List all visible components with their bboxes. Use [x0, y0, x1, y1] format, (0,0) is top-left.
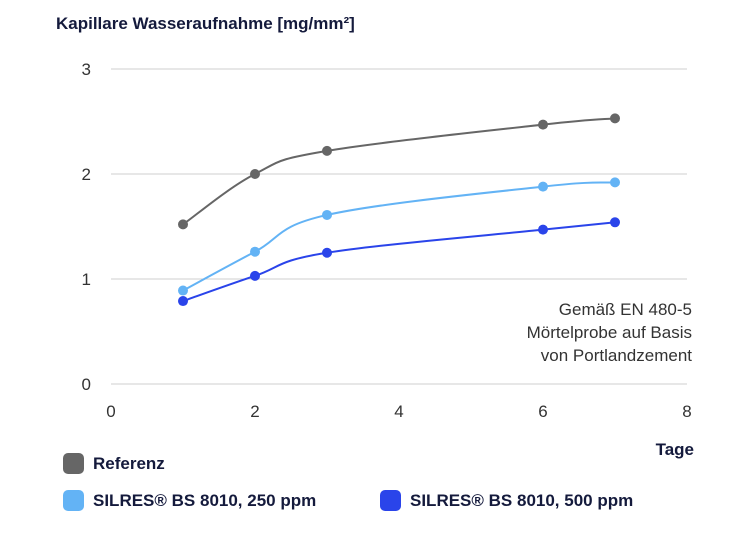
- chart-title-text: Kapillare Wasseraufnahme [mg/mm²]: [56, 14, 355, 33]
- x-tick-label-0: 0: [106, 402, 115, 421]
- y-tick-label-2: 2: [82, 165, 91, 184]
- x-tick-labels: 0 2 4 6 8: [106, 402, 691, 421]
- annotation-line-3: von Portlandzement: [540, 346, 692, 365]
- annotation: Gemäß EN 480-5 Mörtelprobe auf Basis von…: [527, 298, 692, 367]
- x-tick-label-3: 6: [538, 402, 547, 421]
- x-tick-label-1: 2: [250, 402, 259, 421]
- data-point-0-4: [610, 113, 620, 124]
- data-point-2-4: [610, 217, 620, 228]
- annotation-line-2: Mörtelprobe auf Basis: [526, 323, 692, 342]
- x-tick-label-4: 8: [682, 402, 691, 421]
- data-point-0-1: [250, 169, 260, 179]
- data-point-1-1: [250, 246, 260, 257]
- gridlines: [111, 68, 687, 385]
- series-line-1: [182, 181, 616, 292]
- data-point-1-2: [322, 209, 332, 220]
- data-point-2-2: [322, 247, 332, 258]
- y-tick-labels: 0 1 2 3: [82, 60, 91, 394]
- x-tick-label-2: 4: [394, 402, 403, 421]
- data-point-1-0: [178, 285, 188, 296]
- data-point-1-3: [538, 181, 548, 192]
- data-point-2-1: [250, 270, 260, 281]
- data-point-1-4: [610, 177, 620, 188]
- data-point-0-3: [538, 119, 548, 130]
- series-line-0: [182, 117, 616, 226]
- data-point-2-0: [178, 296, 188, 307]
- annotation-line-1: Gemäß EN 480-5: [558, 300, 692, 319]
- data-point-0-0: [178, 219, 188, 230]
- data-point-0-2: [322, 145, 332, 156]
- data-point-2-3: [538, 224, 548, 235]
- y-tick-label-1: 1: [82, 270, 91, 289]
- chart-title: Kapillare Wasseraufnahme [mg/mm²]: [56, 14, 355, 34]
- y-tick-label-0: 0: [82, 375, 91, 394]
- series-line-2: [182, 221, 616, 302]
- series-points: [178, 113, 620, 307]
- series-lines: [182, 117, 616, 302]
- y-tick-label-3: 3: [82, 60, 91, 79]
- x-axis-label: Tage: [655, 440, 694, 459]
